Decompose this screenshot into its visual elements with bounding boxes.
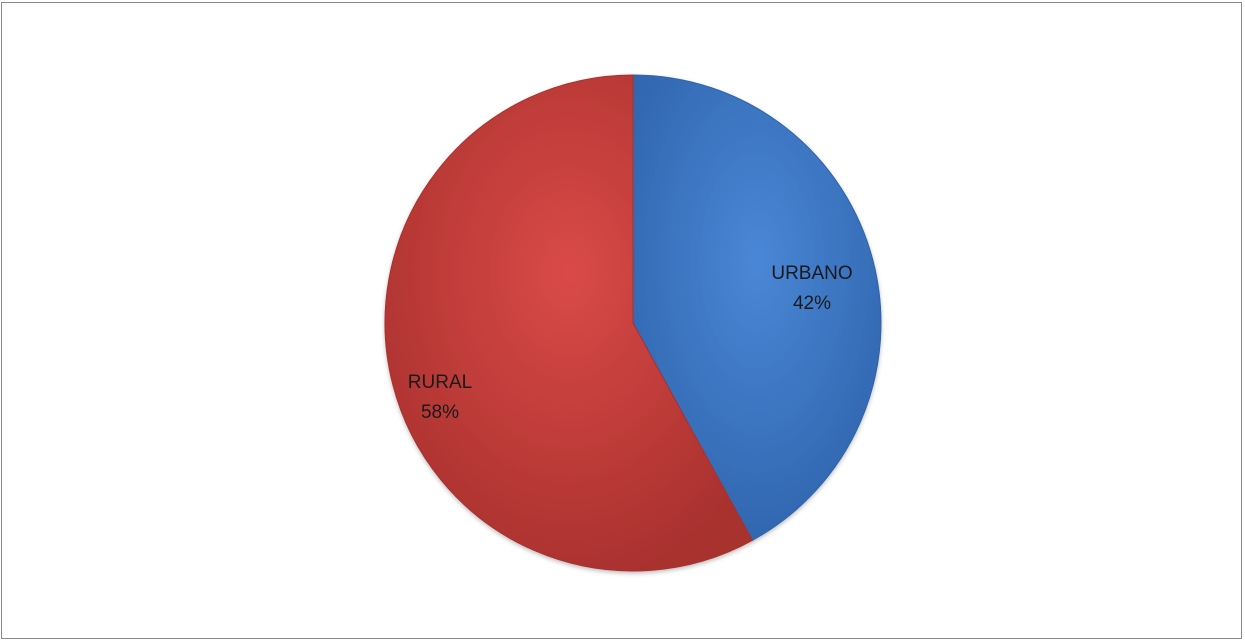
slice-label-rural: RURAL [408,372,472,393]
slice-label-urbano: URBANO [771,263,852,284]
pie-slice-rural [384,74,754,572]
slice-percent-rural: 58% [421,402,459,423]
pie-slice-urbano [632,74,882,542]
slice-percent-urbano: 42% [793,293,831,314]
